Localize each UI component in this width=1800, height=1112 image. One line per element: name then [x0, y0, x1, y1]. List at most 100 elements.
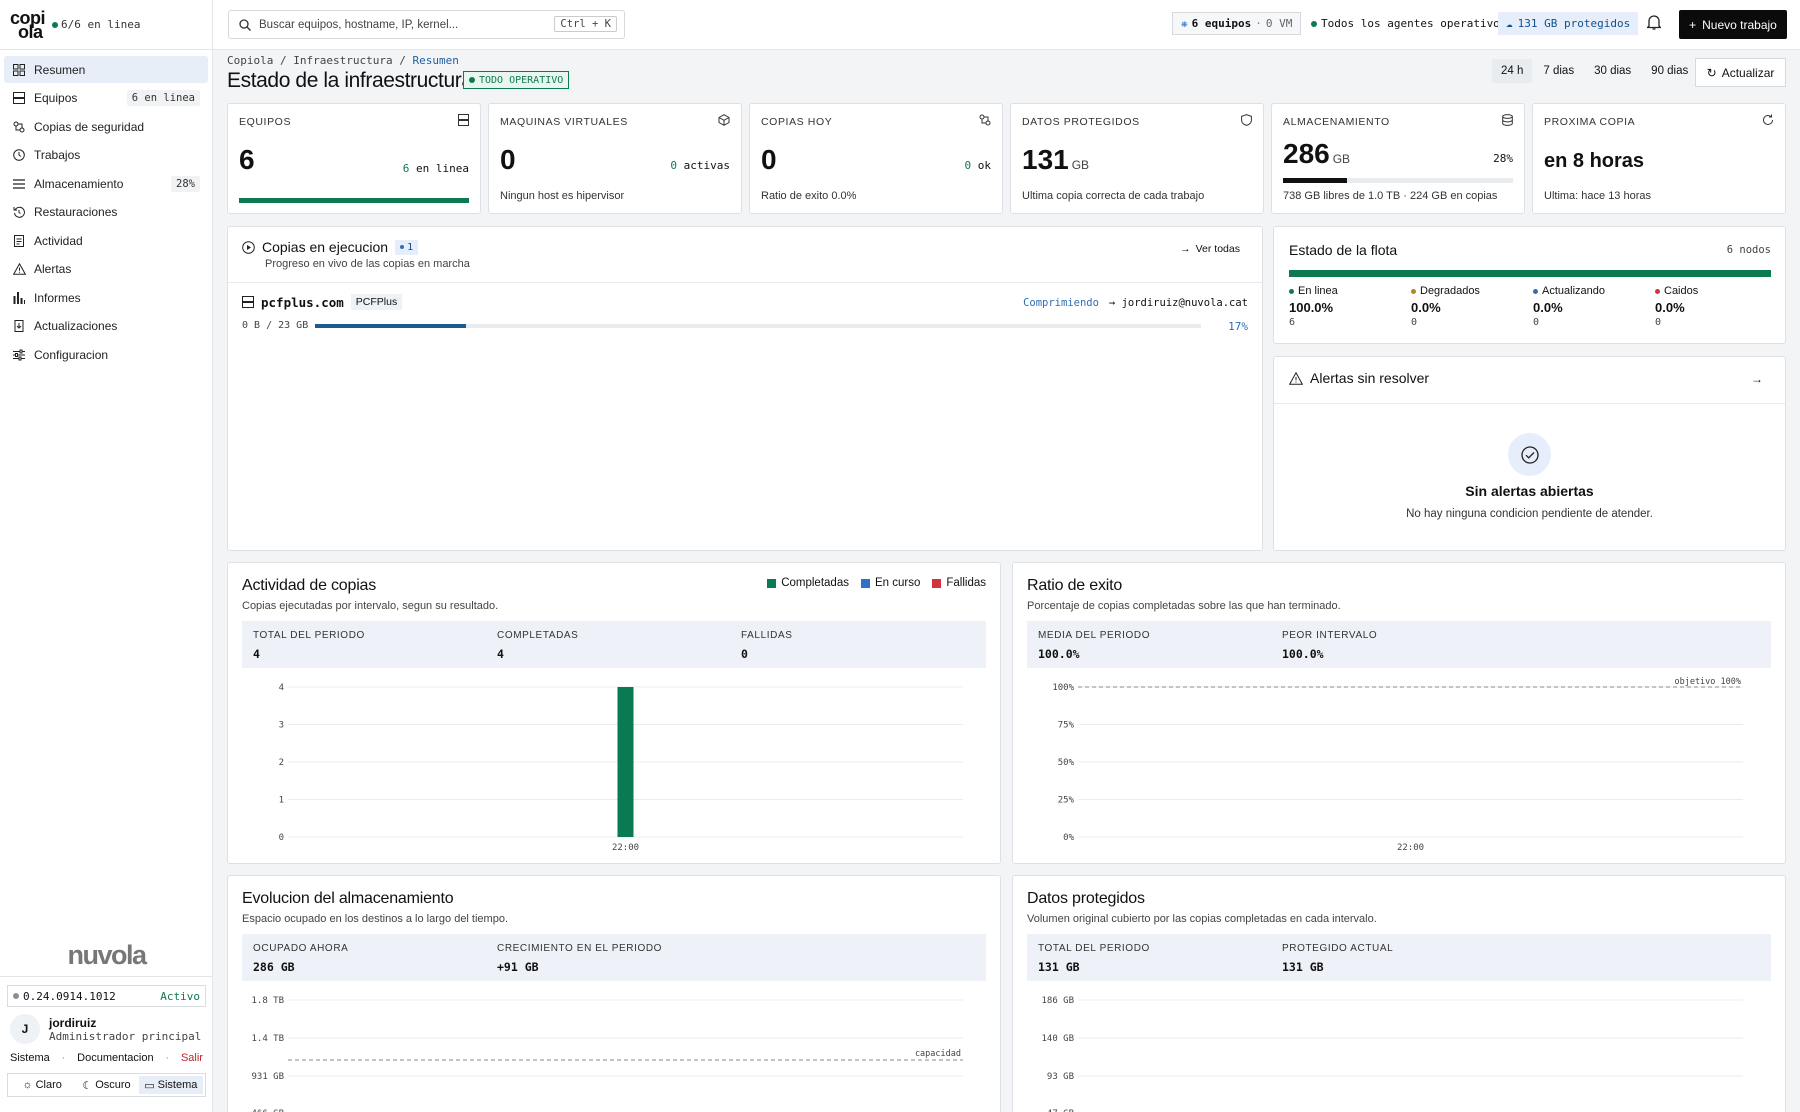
- y-tick-label: 0: [279, 833, 284, 843]
- activity-chart: 0 1 2 3 4 22:00: [279, 683, 963, 853]
- kpi-progress: [1283, 178, 1513, 183]
- range-7d[interactable]: 7 dias: [1543, 65, 1575, 77]
- server-icon: [458, 114, 469, 129]
- chart-legend: Completadas En curso Fallidas: [767, 577, 986, 589]
- monitor-icon: ▭: [144, 1079, 155, 1092]
- device-update-icon: [12, 319, 26, 333]
- y-tick-label: 186 GB: [1041, 996, 1074, 1006]
- y-tick-label: 100%: [1052, 683, 1074, 693]
- activity-chart-panel: Actividad de copias Copias ejecutadas po…: [227, 562, 1001, 864]
- search-shortcut: Ctrl + K: [554, 16, 617, 32]
- stat-completadas: COMPLETADAS 4: [497, 630, 579, 661]
- page-title: Estado de la infraestructura: [227, 69, 473, 92]
- range-90d[interactable]: 90 dias: [1651, 65, 1689, 77]
- sidebar-item-badge: 6 en linea: [126, 90, 200, 106]
- sidebar-item-label: Equipos: [34, 91, 78, 105]
- breadcrumb-item[interactable]: Infraestructura: [293, 54, 393, 67]
- range-selector: 24 h 7 dias 30 dias 90 dias: [1492, 59, 1697, 83]
- empty-title: Sin alertas abiertas: [1465, 483, 1594, 499]
- document-icon: [12, 234, 26, 248]
- sidebar-item-label: Alertas: [34, 262, 72, 276]
- kpi-vms[interactable]: MAQUINAS VIRTUALES 0 0 activas Ningun ho…: [488, 103, 742, 214]
- sidebar-item-actividad[interactable]: Actividad: [4, 227, 208, 254]
- sidebar-item-actualizaciones[interactable]: Actualizaciones: [4, 313, 208, 340]
- logout-link[interactable]: Salir: [180, 1052, 203, 1064]
- kpi-datos[interactable]: DATOS PROTEGIDOS 131 GB Ultima copia corr…: [1010, 103, 1264, 214]
- protected-pill[interactable]: ☁ 131 GB protegidos: [1498, 12, 1639, 35]
- range-24h[interactable]: 24 h: [1492, 59, 1533, 83]
- fleet-state-actualizando: Actualizando 0.0% 0: [1533, 285, 1605, 328]
- panel-title: Copias en ejecucion: [262, 239, 389, 255]
- status-dot-icon: [52, 21, 58, 28]
- y-tick-label: 1.4 TB: [251, 1034, 284, 1044]
- grid-icon: [12, 63, 26, 77]
- clock-icon: [12, 148, 26, 162]
- sidebar-item-label: Resumen: [34, 62, 86, 77]
- online-status: 6/6 en linea: [52, 18, 140, 31]
- status-dot-icon: [1311, 20, 1317, 27]
- y-tick-label: 4: [279, 683, 284, 693]
- storage-chart-panel: Evolucion del almacenamiento Espacio ocu…: [227, 875, 1001, 1112]
- y-tick-label: 466 GB: [251, 1109, 284, 1112]
- equipos-pill[interactable]: ❋ 6 equipos · 0 VM: [1172, 12, 1302, 35]
- sidebar-item-restauraciones[interactable]: Restauraciones: [4, 199, 208, 226]
- sidebar-item-equipos[interactable]: Equipos 6 en linea: [4, 85, 208, 112]
- sidebar-item-trabajos[interactable]: Trabajos: [4, 142, 208, 169]
- sidebar-item-alertas[interactable]: Alertas: [4, 256, 208, 283]
- range-30d[interactable]: 30 dias: [1594, 65, 1632, 77]
- view-all-link[interactable]: → Ver todas: [1180, 243, 1240, 255]
- running-job[interactable]: pcfplus.com PCFPlus: [242, 294, 403, 310]
- bell-icon[interactable]: [1645, 14, 1663, 33]
- theme-light-button[interactable]: ☼ Claro: [10, 1076, 74, 1094]
- theme-switcher: ☼ Claro ☾ Oscuro ▭ Sistema: [7, 1073, 206, 1097]
- sidebar-item-resumen[interactable]: Resumen: [4, 56, 208, 83]
- kpi-copias[interactable]: COPIAS HOY 0 0 ok Ratio de exito 0.0%: [749, 103, 1003, 214]
- database-icon: [1502, 114, 1513, 129]
- sidebar-item-informes[interactable]: Informes: [4, 284, 208, 311]
- user-card[interactable]: J jordiruiz Administrador principal: [7, 1014, 206, 1044]
- refresh-icon: ↻: [1706, 65, 1717, 80]
- legend-item-en-curso[interactable]: En curso: [860, 577, 920, 589]
- stat-total: TOTAL DEL PERIODO 4: [253, 630, 365, 661]
- kpi-sub: 738 GB libres de 1.0 TB · 224 GB en copi…: [1283, 190, 1498, 202]
- kpi-sub: Ultima copia correcta de cada trabajo: [1022, 190, 1205, 202]
- y-tick-label: 2: [279, 758, 284, 768]
- bar-chart-icon: [12, 291, 26, 305]
- legend-item-fallidas[interactable]: Fallidas: [932, 577, 986, 589]
- sun-icon: ☼: [22, 1079, 33, 1091]
- sidebar-item-almacenamiento[interactable]: Almacenamiento 28%: [4, 170, 208, 197]
- fleet-state-caidos: Caidos 0.0% 0: [1655, 285, 1699, 328]
- theme-dark-label: Oscuro: [95, 1079, 131, 1091]
- sidebar-item-configuracion[interactable]: Configuracion: [4, 341, 208, 368]
- breadcrumb-item[interactable]: Copiola: [227, 54, 274, 67]
- new-job-button[interactable]: + Nuevo trabajo: [1679, 10, 1787, 39]
- stat-crecimiento: CRECIMIENTO EN EL PERIODO +91 GB: [497, 943, 663, 974]
- theme-system-button[interactable]: ▭ Sistema: [138, 1076, 203, 1094]
- stat-actual: PROTEGIDO ACTUAL 131 GB: [1282, 943, 1394, 974]
- arrow-right-icon: →: [1180, 243, 1191, 255]
- target-label: objetivo 100%: [1674, 677, 1741, 687]
- legend-item-completadas[interactable]: Completadas: [767, 577, 849, 589]
- sidebar-footer: 0.24.0914.1012 Activo J jordiruiz Administ…: [0, 976, 213, 1097]
- sidebar-item-copias[interactable]: Copias de seguridad: [4, 113, 208, 140]
- logo[interactable]: copi ola: [10, 7, 46, 42]
- sidebar-item-label: Restauraciones: [34, 205, 118, 219]
- job-host: pcfplus.com: [261, 294, 344, 310]
- y-tick-label: 1.8 TB: [251, 996, 284, 1006]
- kpi-almacenamiento[interactable]: ALMACENAMIENTO 286 GB 28% 738 GB libres d…: [1271, 103, 1525, 214]
- y-tick-label: 1: [279, 796, 284, 806]
- link-documentacion[interactable]: Documentacion: [77, 1052, 154, 1064]
- theme-dark-button[interactable]: ☾ Oscuro: [74, 1076, 138, 1094]
- divider: [228, 282, 1262, 283]
- kpi-equipos[interactable]: EQUIPOS 6 6 en linea: [227, 103, 481, 214]
- user-role: Administrador principal: [49, 1029, 202, 1043]
- check-circle-icon: [1508, 433, 1551, 476]
- version-box: 0.24.0914.1012 Activo: [7, 985, 206, 1007]
- search-input[interactable]: Buscar equipos, hostname, IP, kernel... …: [228, 10, 625, 39]
- sidebar-item-label: Copias de seguridad: [34, 119, 145, 134]
- refresh-button[interactable]: ↻ Actualizar: [1695, 58, 1786, 87]
- kpi-proxima[interactable]: PROXIMA COPIA en 8 horas Ultima: hace 13…: [1532, 103, 1786, 214]
- alerts-open-icon[interactable]: →: [1751, 372, 1763, 386]
- link-sistema[interactable]: Sistema: [10, 1052, 50, 1064]
- ratio-chart-panel: Ratio de exito Porcentaje de copias comp…: [1012, 562, 1786, 864]
